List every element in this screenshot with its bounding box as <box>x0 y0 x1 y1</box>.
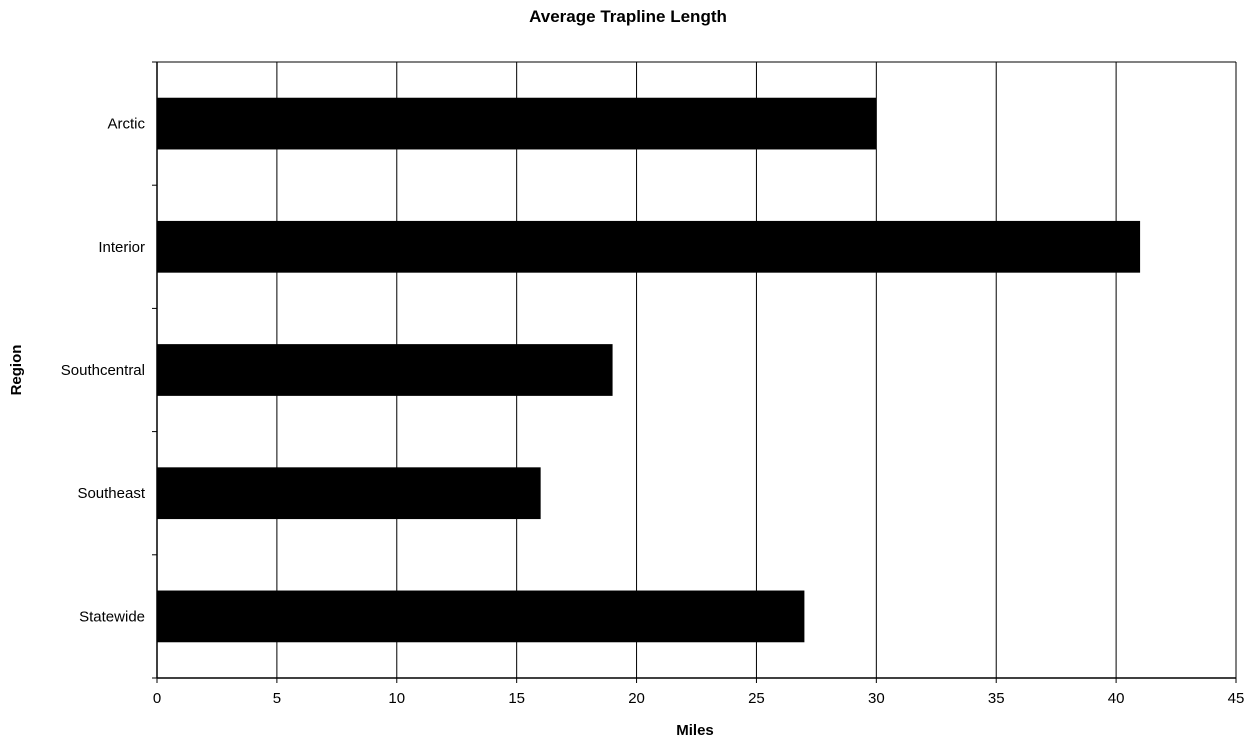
x-tick-label: 5 <box>273 690 281 707</box>
y-tick-label: Arctic <box>108 116 146 133</box>
axes <box>152 61 1237 683</box>
x-tick-label: 25 <box>748 690 765 707</box>
x-tick-label: 20 <box>628 690 645 707</box>
chart-title: Average Trapline Length <box>529 7 727 26</box>
x-tick-label: 35 <box>988 690 1005 707</box>
x-tick-label: 45 <box>1228 690 1245 707</box>
x-tick-label: 40 <box>1108 690 1125 707</box>
x-axis-label: Miles <box>676 722 714 739</box>
gridlines <box>157 61 1237 678</box>
x-tick-label: 30 <box>868 690 885 707</box>
y-tick-label: Southeast <box>77 485 145 502</box>
x-tick-label: 0 <box>153 690 161 707</box>
bar-statewide <box>157 590 805 643</box>
bar-southeast <box>157 467 541 520</box>
bar-arctic <box>157 97 877 150</box>
tick-labels: Arctic Interior Southcentral Southeast State… <box>61 116 1245 707</box>
bar-interior <box>157 220 1141 273</box>
x-tick-label: 10 <box>388 690 405 707</box>
y-tick-label: Interior <box>98 239 145 256</box>
y-tick-label: Statewide <box>79 608 145 625</box>
bar-southcentral <box>157 344 613 396</box>
y-axis-label: Region <box>8 345 25 396</box>
bars <box>157 97 1141 643</box>
x-tick-label: 15 <box>508 690 525 707</box>
y-tick-label: Southcentral <box>61 362 145 379</box>
